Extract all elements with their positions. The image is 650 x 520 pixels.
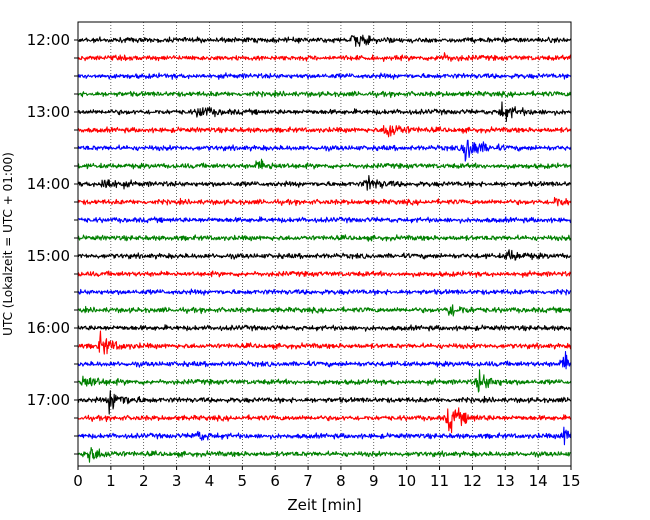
x-tick-label: 8 [336,472,346,490]
trace-line [77,216,572,224]
x-grid [110,22,539,466]
trace-line [77,350,572,370]
y-axis-ticks: 12:00 13:00 14:00 15:00 16:00 17:00 [27,31,78,455]
x-tick-label: 13 [496,472,515,490]
y-tick-label: 15:00 [27,247,70,265]
trace-line [77,249,572,261]
plot-frame [77,21,572,467]
x-tick-label: 15 [561,472,580,490]
trace-line [77,89,572,99]
trace-line [77,446,572,463]
trace-line [77,304,572,317]
trace-line [77,390,572,415]
y-tick-label: 14:00 [27,175,70,193]
x-tick-label: 10 [397,472,416,490]
x-axis-label: Zeit [min] [287,496,361,514]
y-axis-label: UTC (Lokalzeit = UTC + 01:00) [1,152,15,336]
x-tick-label: 14 [529,472,548,490]
y-tick-label: 12:00 [27,31,70,49]
trace-line [77,407,572,434]
trace-line [77,196,572,207]
x-tick-label: 1 [106,472,116,490]
x-axis-ticks: 0 1 2 3 4 5 6 7 8 9 10 11 12 13 14 15 [73,466,581,490]
trace-line [77,369,572,393]
x-tick-label: 11 [430,472,449,490]
trace-line [77,34,572,47]
trace-line [77,324,572,332]
trace-line [77,270,572,278]
trace-line [77,139,572,162]
trace-line [77,125,572,138]
x-tick-label: 2 [139,472,149,490]
trace-line [77,330,572,355]
x-tick-label: 3 [172,472,182,490]
x-tick-label: 4 [205,472,215,490]
trace-line [77,174,572,191]
trace-line [77,426,572,446]
x-tick-label: 0 [73,472,83,490]
x-tick-label: 6 [270,472,280,490]
x-tick-label: 7 [303,472,313,490]
trace-line [77,52,572,63]
x-tick-label: 12 [463,472,482,490]
x-tick-label: 5 [238,472,248,490]
y-tick-label: 16:00 [27,319,70,337]
x-tick-label: 9 [369,472,379,490]
trace-line [77,234,572,242]
trace-line [77,72,572,80]
y-tick-label: 17:00 [27,391,70,409]
trace-line [77,101,572,122]
trace-group [77,34,572,463]
trace-line [77,288,572,296]
trace-line [77,158,572,170]
y-tick-label: 13:00 [27,103,70,121]
